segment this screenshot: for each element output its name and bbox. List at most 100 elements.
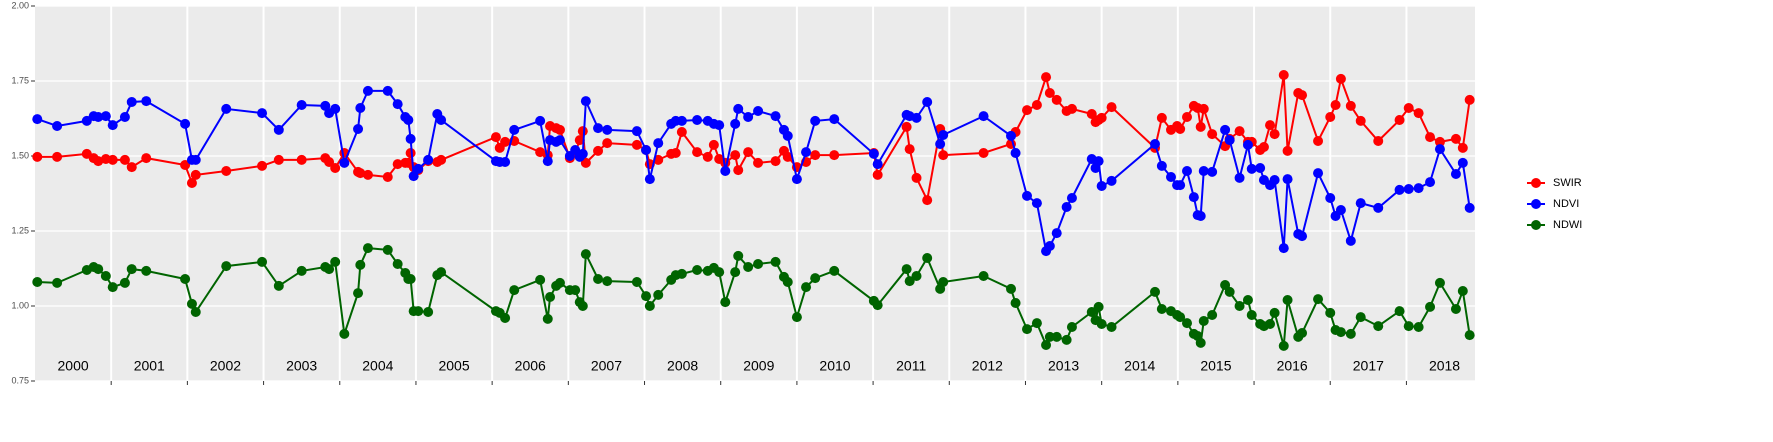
point bbox=[403, 115, 414, 125]
point bbox=[1096, 181, 1107, 191]
point bbox=[362, 243, 373, 254]
point bbox=[1051, 94, 1062, 105]
point bbox=[490, 132, 501, 143]
point bbox=[644, 301, 655, 311]
point bbox=[1066, 103, 1077, 114]
point bbox=[872, 300, 883, 311]
point bbox=[1106, 175, 1117, 186]
point bbox=[602, 124, 613, 135]
point bbox=[1246, 163, 1257, 174]
point bbox=[1242, 295, 1253, 305]
point bbox=[1195, 337, 1206, 348]
point bbox=[1086, 109, 1097, 119]
point bbox=[1182, 112, 1192, 122]
point bbox=[190, 169, 201, 180]
legend-key bbox=[1531, 199, 1541, 209]
point bbox=[1345, 100, 1356, 111]
point bbox=[545, 292, 556, 302]
point bbox=[1044, 331, 1055, 342]
point bbox=[1044, 88, 1055, 98]
year-label: 2013 bbox=[1048, 358, 1079, 374]
point bbox=[1335, 327, 1346, 338]
point bbox=[436, 267, 447, 278]
point bbox=[911, 172, 922, 183]
point bbox=[324, 264, 335, 275]
point bbox=[753, 106, 764, 116]
point bbox=[273, 154, 284, 165]
point bbox=[119, 154, 130, 165]
point bbox=[1325, 193, 1336, 203]
year-label: 2009 bbox=[743, 358, 774, 374]
point bbox=[405, 148, 416, 158]
y-tick-label: 1.25 bbox=[11, 225, 29, 235]
point bbox=[922, 97, 933, 107]
point bbox=[1182, 318, 1192, 329]
point bbox=[32, 277, 43, 287]
year-label: 2003 bbox=[286, 358, 317, 374]
point bbox=[1313, 294, 1324, 305]
point bbox=[100, 271, 111, 281]
point bbox=[1345, 328, 1356, 339]
point bbox=[1265, 319, 1276, 329]
point bbox=[1394, 306, 1405, 317]
point bbox=[1413, 183, 1424, 194]
point bbox=[1188, 192, 1199, 203]
point bbox=[186, 178, 197, 188]
point bbox=[631, 277, 642, 287]
point bbox=[801, 147, 812, 158]
point bbox=[221, 166, 232, 176]
point bbox=[353, 288, 364, 299]
point bbox=[535, 274, 546, 285]
point bbox=[542, 156, 553, 167]
point bbox=[829, 150, 840, 161]
point bbox=[1269, 129, 1280, 140]
point bbox=[580, 157, 591, 168]
point bbox=[810, 273, 821, 284]
point bbox=[32, 114, 43, 125]
point bbox=[190, 154, 201, 165]
point bbox=[1269, 307, 1280, 318]
point bbox=[577, 301, 588, 311]
point bbox=[733, 250, 744, 261]
point bbox=[1006, 283, 1016, 294]
point bbox=[1457, 286, 1468, 296]
point bbox=[708, 139, 719, 150]
point bbox=[714, 120, 725, 131]
point bbox=[1464, 330, 1475, 341]
point bbox=[1093, 301, 1104, 312]
point bbox=[935, 139, 946, 149]
point bbox=[500, 313, 511, 323]
legend-label: SWIR bbox=[1553, 177, 1582, 189]
point bbox=[1373, 136, 1384, 146]
point bbox=[330, 256, 341, 267]
point bbox=[1434, 136, 1445, 147]
point bbox=[1044, 241, 1055, 251]
point bbox=[631, 126, 642, 137]
point bbox=[602, 276, 613, 287]
point bbox=[1265, 120, 1276, 131]
point bbox=[52, 121, 63, 131]
point bbox=[1022, 190, 1032, 201]
year-label: 2011 bbox=[896, 358, 926, 374]
point bbox=[1450, 169, 1461, 179]
legend-key bbox=[1531, 220, 1541, 230]
point bbox=[1207, 166, 1218, 177]
point bbox=[296, 265, 307, 276]
point bbox=[1195, 211, 1206, 221]
point bbox=[692, 147, 703, 158]
point bbox=[1010, 298, 1021, 308]
point bbox=[743, 112, 754, 122]
point bbox=[1207, 310, 1218, 320]
year-label: 2017 bbox=[1353, 358, 1384, 374]
plot-panel bbox=[35, 6, 1475, 381]
point bbox=[119, 277, 130, 288]
point bbox=[770, 111, 781, 122]
point bbox=[1457, 157, 1468, 168]
point bbox=[911, 271, 922, 281]
point bbox=[1282, 174, 1293, 185]
point bbox=[119, 112, 130, 122]
point bbox=[770, 156, 781, 167]
point bbox=[186, 298, 197, 309]
point bbox=[1313, 168, 1324, 179]
point bbox=[1156, 160, 1167, 171]
